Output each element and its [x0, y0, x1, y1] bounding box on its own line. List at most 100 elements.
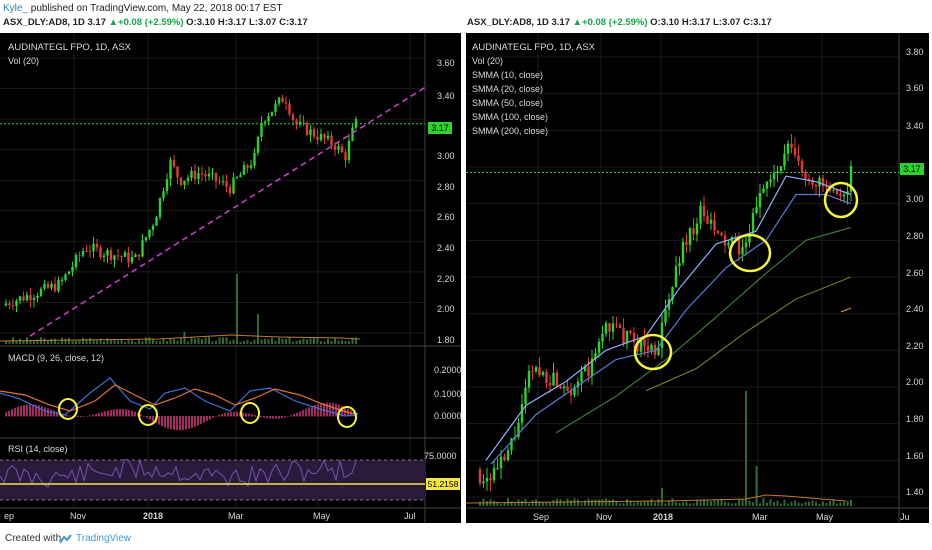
candle-body [765, 181, 769, 189]
macd-histogram-bar [101, 412, 103, 417]
volume-bar [351, 337, 354, 344]
right-chart-svg[interactable] [465, 33, 929, 523]
volume-bar [236, 274, 238, 344]
right-symbol: ASX_DLY:AD8, 1D [467, 17, 549, 28]
macd-histogram-bar [35, 404, 37, 417]
candle-body [15, 300, 18, 307]
candle-body [800, 160, 804, 173]
volume-bar [682, 502, 684, 506]
macd-histogram-bar [104, 411, 106, 417]
volume-bar [643, 501, 646, 506]
macd-histogram-bar [260, 416, 262, 418]
right-chart-title: AUDINATEGL FPO, 1D, ASX [472, 42, 596, 53]
volume-bar [229, 341, 231, 344]
tradingview-brand[interactable]: TradingView [76, 533, 132, 544]
candle-body [727, 242, 730, 246]
macd-histogram-bar [188, 416, 190, 429]
volume-bar [598, 499, 600, 506]
volume-bar [211, 341, 214, 344]
right-study-label: SMMA (100, close) [472, 112, 549, 122]
macd-histogram-bar [167, 416, 169, 429]
left-chart-svg[interactable] [0, 33, 461, 523]
candle-body [636, 341, 639, 352]
volume-bar [608, 499, 611, 506]
candle-body [116, 255, 120, 257]
candle-body [288, 103, 291, 115]
macd-histogram-bar [38, 405, 40, 417]
candle-body [88, 251, 92, 253]
right-x-tick: Mar [752, 512, 768, 522]
macd-histogram-bar [233, 411, 235, 417]
volume-bar [138, 339, 140, 344]
volume-bar [769, 499, 772, 506]
left-symbol: ASX_DLY:AD8, 1D [3, 17, 85, 28]
volume-bar [717, 499, 719, 506]
macd-histogram-bar [251, 414, 253, 417]
left-chart-panel[interactable]: AUDINATEGL FPO, 1D, ASX Vol (20) MACD (9… [0, 33, 462, 523]
volume-bar [521, 500, 523, 506]
volume-bar [720, 499, 723, 506]
smma-line [840, 307, 852, 313]
volume-bar [124, 341, 126, 344]
candle-body [503, 456, 506, 460]
volume-bar [647, 500, 649, 506]
macd-histogram-bar [68, 415, 70, 417]
candle-body [232, 177, 235, 194]
candle-body [155, 217, 158, 226]
volume-bar [783, 499, 786, 506]
candle-body [839, 194, 842, 197]
smma-line [490, 193, 852, 465]
volume-bar [267, 338, 270, 344]
candle-body [302, 121, 305, 123]
macd-histogram-bar [158, 416, 160, 425]
volume-bar [822, 501, 824, 506]
candle-body [319, 134, 323, 140]
candle-body [8, 303, 11, 306]
candle-body [169, 159, 172, 180]
volume-bar [640, 502, 642, 506]
volume-bar [302, 338, 305, 344]
candle-body [699, 205, 702, 224]
macd-histogram-bar [47, 408, 49, 417]
candle-body [811, 180, 814, 185]
macd-tick: 0.1000 [434, 389, 462, 399]
candle-body [776, 171, 779, 174]
right-chart-panel[interactable]: AUDINATEGL FPO, 1D, ASX Vol (20) SMMA (1… [465, 33, 929, 523]
author-link[interactable]: Kyle_ [3, 3, 29, 14]
volume-bar [152, 339, 154, 344]
candle-body [193, 170, 197, 180]
candle-body [685, 241, 688, 245]
macd-histogram-bar [278, 416, 280, 419]
volume-bar [545, 502, 548, 506]
macd-histogram-bar [161, 416, 163, 427]
macd-histogram-bar [203, 416, 205, 423]
candle-body [723, 235, 727, 246]
candle-body [207, 173, 211, 177]
volume-bar [257, 314, 259, 344]
candle-body [22, 296, 25, 301]
trendline [29, 84, 429, 337]
volume-bar [549, 502, 551, 506]
left-price-tick: 3.00 [437, 151, 455, 161]
candle-body [601, 333, 604, 342]
macd-histogram-bar [335, 403, 337, 417]
volume-bar [804, 501, 807, 506]
candle-body [797, 155, 800, 161]
macd-histogram-bar [131, 410, 133, 417]
candle-body [758, 192, 762, 208]
candle-body [611, 323, 615, 332]
volume-bar [253, 339, 256, 344]
right-price-tick: 3.00 [906, 194, 924, 204]
candle-body [204, 174, 207, 177]
volume-bar [316, 337, 319, 344]
candle-body [594, 353, 597, 359]
left-price-tick: 2.20 [437, 274, 455, 284]
volume-bar [594, 499, 597, 506]
macd-histogram-bar [20, 405, 22, 417]
candle-body [32, 298, 36, 301]
volume-bar [33, 340, 35, 344]
right-price-tick: 1.60 [906, 451, 924, 461]
volume-bar [612, 499, 614, 506]
candle-body [671, 287, 674, 300]
candle-body [130, 256, 134, 263]
